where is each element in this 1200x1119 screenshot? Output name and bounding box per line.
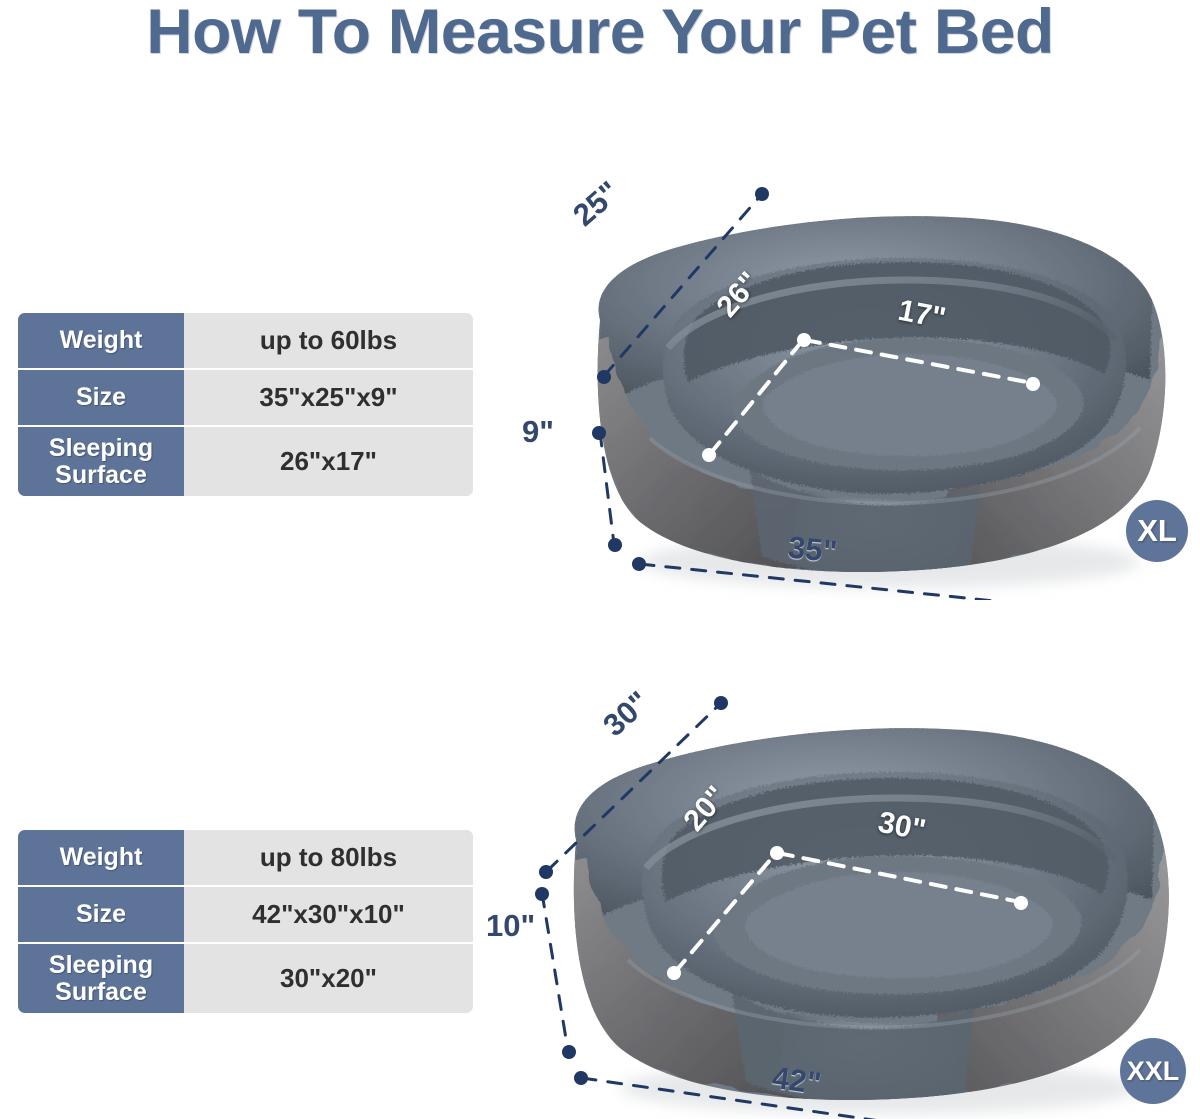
table-row: Size 42"x30"x10" xyxy=(18,887,473,944)
bed-rim-lower xyxy=(648,426,1142,506)
spec-value-weight: up to 60lbs xyxy=(184,313,473,368)
pet-bed-illustration-icon xyxy=(592,187,1166,600)
spec-value-weight: up to 80lbs xyxy=(184,830,473,885)
dimension-lines-outer xyxy=(598,193,1000,600)
dimension-lines-outer xyxy=(540,702,877,1119)
bed-rim-highlight xyxy=(643,794,1119,871)
dimension-endpoints-inner xyxy=(702,333,1040,462)
spec-table-xxl: Weight up to 80lbs Size 42"x30"x10" Slee… xyxy=(18,830,473,1013)
dimension-label-height-xl: 9" xyxy=(522,414,554,449)
pet-bed-image-xl: 25" 9" 35" 26" 17" xyxy=(500,170,1200,600)
spec-key-size: Size xyxy=(18,370,184,425)
spec-key-sleeping-surface: Sleeping Surface xyxy=(18,944,184,1013)
dimension-lines-inner xyxy=(708,338,1034,456)
spec-key-line-2: Surface xyxy=(55,460,147,489)
bed-sleeping-surface xyxy=(713,855,1082,995)
pet-bed-illustration-icon xyxy=(535,696,1169,1119)
dimension-endpoints-outer xyxy=(535,696,728,1085)
spec-value-sleeping-surface: 26"x17" xyxy=(184,427,473,496)
table-row: Weight up to 80lbs xyxy=(18,830,473,887)
spec-value-size: 42"x30"x10" xyxy=(184,887,473,942)
spec-key-size: Size xyxy=(18,887,184,942)
spec-key-line-1: Sleeping xyxy=(48,433,154,462)
bed-rim-highlight xyxy=(665,276,1119,351)
bed-rim-lower xyxy=(626,948,1142,1030)
table-row: Sleeping Surface 30"x20" xyxy=(18,944,473,1013)
spec-key-weight: Weight xyxy=(18,830,184,885)
dimension-label-height-xxl: 10" xyxy=(486,908,536,943)
bed-sleeping-surface xyxy=(733,337,1084,471)
spec-key-sleeping-surface: Sleeping Surface xyxy=(18,427,184,496)
dimension-label-width-xl: 35" xyxy=(786,529,839,570)
table-row: Weight up to 60lbs xyxy=(18,313,473,370)
spec-value-sleeping-surface: 30"x20" xyxy=(184,944,473,1013)
dimension-label-width-xxl: 42" xyxy=(769,1059,824,1102)
size-badge-xl: XL xyxy=(1126,500,1188,562)
dimension-endpoints-outer xyxy=(592,187,769,571)
page-title: How To Measure Your Pet Bed xyxy=(146,0,1054,67)
spec-key-line-1: Sleeping xyxy=(48,950,154,979)
spec-value-size: 35"x25"x9" xyxy=(184,370,473,425)
dimension-endpoints-inner xyxy=(667,846,1028,980)
table-row: Sleeping Surface 26"x17" xyxy=(18,427,473,496)
spec-key-weight: Weight xyxy=(18,313,184,368)
table-row: Size 35"x25"x9" xyxy=(18,370,473,427)
size-badge-xxl: XXL xyxy=(1120,1038,1186,1104)
spec-table-xl: Weight up to 60lbs Size 35"x25"x9" Sleep… xyxy=(18,313,473,496)
spec-key-line-2: Surface xyxy=(55,977,147,1006)
dimension-lines-inner xyxy=(673,851,1022,974)
pet-bed-image-xxl: 30" 10" 42" 20" 30" xyxy=(480,680,1200,1119)
